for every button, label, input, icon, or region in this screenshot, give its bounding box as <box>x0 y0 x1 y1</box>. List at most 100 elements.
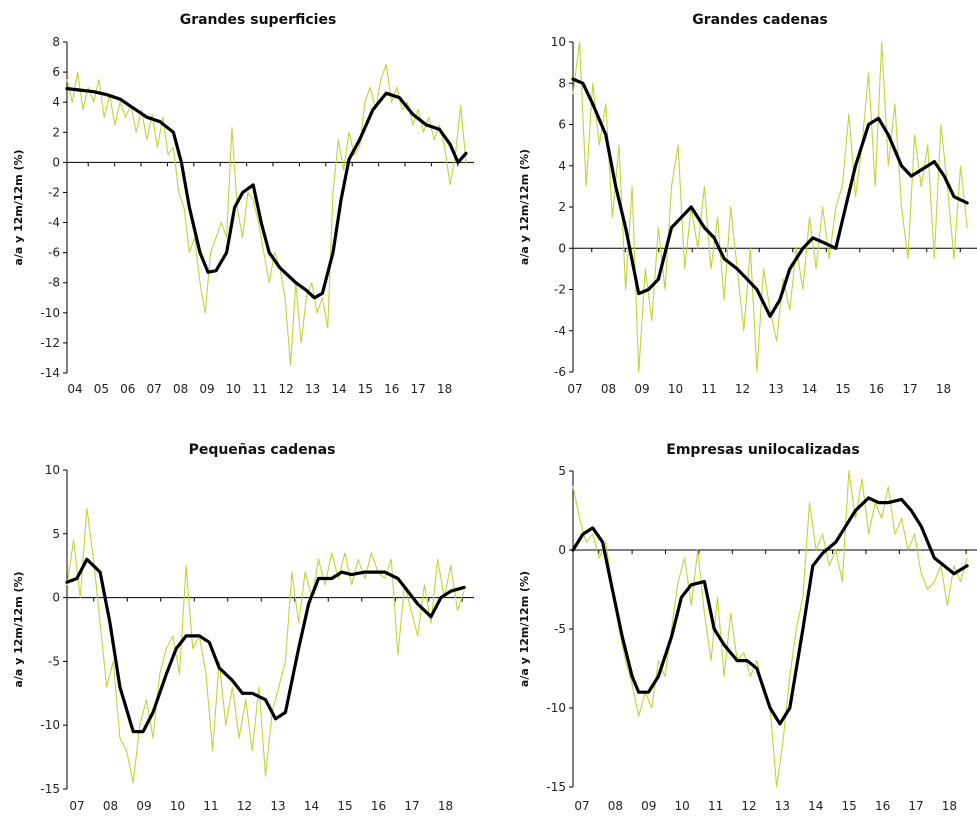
y-tick-label: -6 <box>48 246 60 260</box>
x-tick-label: 14 <box>802 382 817 396</box>
x-tick-label: 13 <box>270 799 285 813</box>
y-tick-label: -5 <box>48 654 60 668</box>
x-tick-label: 14 <box>304 799 319 813</box>
series-line-yoy <box>572 470 968 788</box>
x-tick-label: 08 <box>103 799 118 813</box>
x-tick-label: 11 <box>701 382 716 396</box>
y-tick-label: -2 <box>554 283 566 297</box>
x-tick-label: 09 <box>641 799 656 813</box>
x-tick-label: 15 <box>337 799 352 813</box>
x-tick-label: 10 <box>675 799 690 813</box>
x-tick-label: 10 <box>170 799 185 813</box>
x-tick-label: 17 <box>404 799 419 813</box>
y-tick-label: -10 <box>546 701 566 715</box>
y-tick-label: 8 <box>558 76 566 90</box>
y-tick-label: -8 <box>48 276 60 290</box>
x-tick-label: 16 <box>869 382 884 396</box>
x-tick-label: 13 <box>768 382 783 396</box>
x-tick-label: 10 <box>668 382 683 396</box>
y-axis-label: a/a y 12m/12m (%) <box>518 149 531 265</box>
y-tick-label: 5 <box>52 527 60 541</box>
x-tick-label: 13 <box>775 799 790 813</box>
x-tick-label: 09 <box>634 382 649 396</box>
x-tick-label: 07 <box>574 799 589 813</box>
x-tick-label: 15 <box>358 382 373 396</box>
x-tick-label: 12 <box>735 382 750 396</box>
y-tick-label: -6 <box>554 365 566 379</box>
x-tick-label: 05 <box>94 382 109 396</box>
y-tick-label: 0 <box>558 241 566 255</box>
x-tick-label: 12 <box>237 799 252 813</box>
series-line-yoy <box>66 507 465 784</box>
x-tick-label: 07 <box>567 382 582 396</box>
y-tick-label: 10 <box>45 463 60 477</box>
x-tick-label: 07 <box>69 799 84 813</box>
x-tick-label: 08 <box>173 382 188 396</box>
chart-panel-3: Pequeñas cadenas a/a y 12m/12m (%) 10 5 0 -5 -… <box>12 442 474 813</box>
y-tick-label: 4 <box>558 159 566 173</box>
x-tick-label: 12 <box>741 799 756 813</box>
y-axis-label: a/a y 12m/12m (%) <box>518 571 531 687</box>
chart-panel-1: Grandes superficies a/a y 12m/12m (%) 8 6 4 2… <box>12 12 474 396</box>
x-tick-label: 09 <box>199 382 214 396</box>
x-tick-label: 11 <box>252 382 267 396</box>
y-tick-label: -10 <box>40 306 60 320</box>
x-tick-label: 16 <box>875 799 890 813</box>
y-tick-label: -2 <box>48 185 60 199</box>
y-tick-label: -4 <box>554 324 566 338</box>
y-tick-label: 2 <box>52 125 60 139</box>
y-tick-label: 0 <box>52 155 60 169</box>
x-tick-label: 11 <box>203 799 218 813</box>
y-axis-label: a/a y 12m/12m (%) <box>12 571 25 687</box>
y-tick-label: 2 <box>558 200 566 214</box>
x-tick-label: 10 <box>226 382 241 396</box>
series-line-12m <box>571 496 969 726</box>
chart-title: Empresas unilocalizadas <box>666 442 859 458</box>
x-tick-label: 18 <box>438 799 453 813</box>
y-tick-label: 6 <box>558 118 566 132</box>
x-tick-label: 17 <box>902 382 917 396</box>
x-tick-label: 15 <box>835 382 850 396</box>
x-tick-label: 15 <box>842 799 857 813</box>
y-tick-label: -14 <box>40 366 60 380</box>
y-tick-label: -4 <box>48 216 60 230</box>
x-tick-label: 17 <box>908 799 923 813</box>
y-tick-label: 8 <box>52 35 60 49</box>
chart-title: Grandes cadenas <box>692 12 828 28</box>
x-tick-label: 17 <box>411 382 426 396</box>
y-tick-label: 0 <box>52 591 60 605</box>
x-tick-label: 08 <box>608 799 623 813</box>
x-tick-label: 14 <box>331 382 346 396</box>
chart-title: Grandes superficies <box>180 12 337 28</box>
y-tick-label: 0 <box>558 543 566 557</box>
series-line-12m <box>65 557 466 734</box>
y-tick-label: 6 <box>52 65 60 79</box>
series-line-yoy <box>572 41 968 373</box>
chart-panel-4: Empresas unilocalizadas a/a y 12m/12m (%)… <box>518 442 977 813</box>
series-line-12m <box>571 77 969 318</box>
y-tick-label: -5 <box>554 622 566 636</box>
series-line-12m <box>65 87 468 300</box>
y-tick-label: -15 <box>546 780 566 794</box>
x-tick-label: 18 <box>942 799 957 813</box>
x-tick-label: 08 <box>601 382 616 396</box>
chart-panel-2: Grandes cadenas a/a y 12m/12m (%) 10 8 6 4 2 0 -… <box>518 12 977 396</box>
x-tick-label: 11 <box>708 799 723 813</box>
chart-title: Pequeñas cadenas <box>189 442 336 458</box>
x-tick-label: 16 <box>384 382 399 396</box>
x-tick-label: 12 <box>279 382 294 396</box>
y-tick-label: -12 <box>40 336 60 350</box>
x-tick-label: 09 <box>136 799 151 813</box>
x-tick-label: 18 <box>437 382 452 396</box>
y-tick-label: 10 <box>551 35 566 49</box>
x-tick-label: 16 <box>371 799 386 813</box>
y-tick-label: 5 <box>558 464 566 478</box>
x-tick-label: 07 <box>147 382 162 396</box>
x-tick-label: 13 <box>305 382 320 396</box>
x-tick-label: 06 <box>120 382 135 396</box>
x-tick-label: 18 <box>936 382 951 396</box>
x-tick-label: 04 <box>67 382 82 396</box>
series-line-yoy <box>66 64 467 367</box>
x-tick-label: 14 <box>808 799 823 813</box>
